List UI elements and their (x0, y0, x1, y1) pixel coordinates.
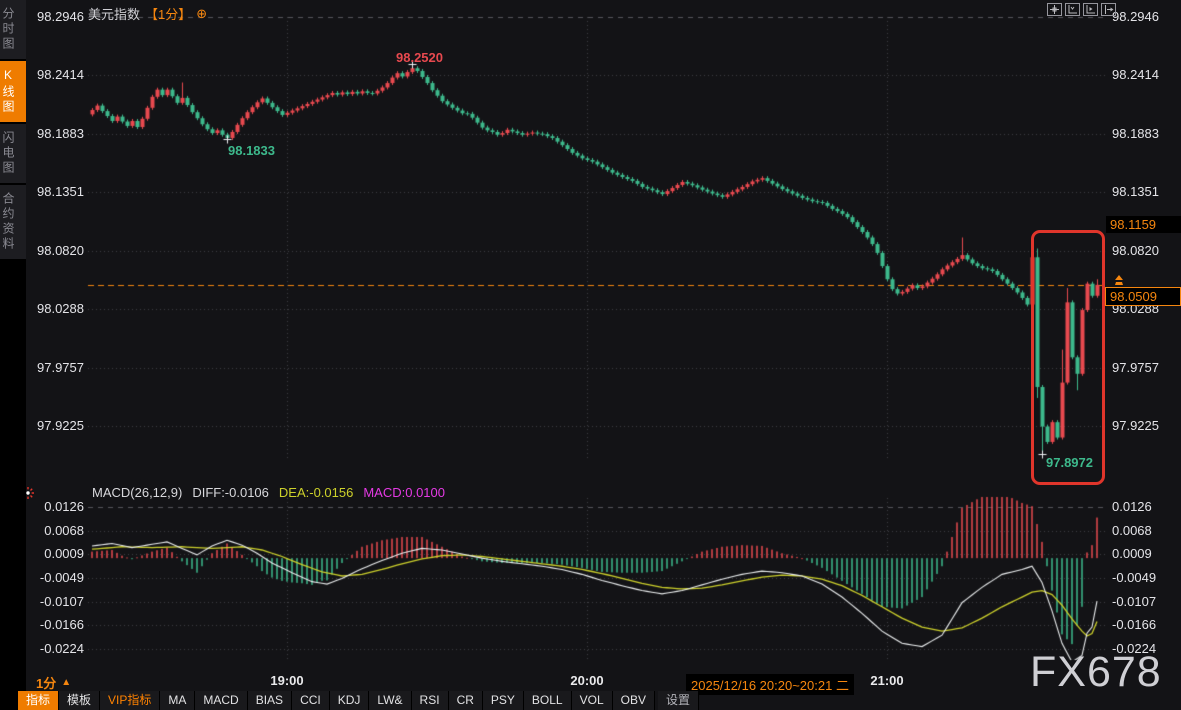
price-axis-label: 98.0820 (1112, 242, 1159, 258)
price-axis-label: 98.2946 (37, 9, 84, 24)
price-axis-label: 98.1883 (37, 125, 84, 141)
price-axis-label: 97.9757 (1112, 359, 1159, 375)
tab-bias[interactable]: BIAS (247, 691, 293, 710)
price-axis-label: 98.0288 (37, 301, 84, 317)
chart-header: 美元指数 【1分】 ⊕ (88, 4, 207, 23)
tab-boll[interactable]: BOLL (523, 691, 572, 710)
macd-axis-label: 0.0009 (1112, 546, 1152, 562)
macd-axis-label: -0.0049 (1112, 570, 1157, 585)
tab-obv[interactable]: OBV (612, 691, 655, 710)
time-label-21: 21:00 (870, 673, 904, 688)
high-price-annotation: 98.2520 (396, 50, 443, 65)
session-low-annotation: 97.8972 (1046, 455, 1093, 470)
sidebar-item-time-chart[interactable]: 分时图 (0, 0, 26, 59)
auto-scroll-icon[interactable] (1083, 3, 1098, 16)
tab-indicators[interactable]: 指标 (18, 691, 60, 710)
crosshair-icon[interactable] (1047, 3, 1062, 16)
highlight-box (1031, 230, 1105, 485)
y-axis-scale-icon[interactable] (1065, 3, 1080, 16)
sidebar-item-kline-chart[interactable]: K线图 (0, 61, 26, 122)
macd-axis-label: 0.0068 (1112, 522, 1152, 538)
pan-right-icon[interactable] (1101, 3, 1116, 16)
macd-axis-label: 0.0068 (44, 522, 84, 538)
macd-axis-label: 0.0126 (44, 499, 84, 514)
chart-type-sidebar: 分时图 K线图 闪电图 合约资料 (0, 0, 26, 710)
time-label-20: 20:00 (570, 673, 604, 688)
interval-label: 1分 (36, 676, 57, 691)
chart-tools (1047, 3, 1116, 16)
tab-macd[interactable]: MACD (195, 691, 248, 710)
macd-axis-label: -0.0107 (1112, 593, 1157, 609)
tab-templates[interactable]: 模板 (59, 691, 101, 710)
price-axis-label: 98.1351 (1112, 184, 1159, 200)
tab-vip-indicators[interactable]: VIP指标 (100, 691, 161, 710)
macd-axis-label: -0.0166 (1112, 617, 1157, 633)
price-axis-label: 98.1351 (37, 184, 84, 200)
price-axis-label: 98.2946 (1112, 9, 1159, 24)
interval-dropdown-icon: ▲ (61, 677, 72, 688)
macd-axis-label: -0.0166 (39, 617, 84, 633)
price-axis-label: 97.9225 (37, 418, 84, 433)
macd-bar-value: MACD:0.0100 (363, 485, 445, 500)
sidebar-item-contract-info[interactable]: 合约资料 (0, 185, 26, 259)
time-label-19: 19:00 (270, 673, 304, 688)
macd-params-label: MACD(26,12,9) (92, 485, 183, 500)
interval-selector[interactable]: 1分 ▲ (36, 673, 71, 692)
hovered-candle-date-chip: 2025/12/16 20:20~20:21 二 (686, 674, 854, 695)
price-axis-label: 98.0820 (37, 242, 84, 258)
macd-axis-label: -0.0224 (1112, 641, 1157, 656)
macd-axis-label: -0.0107 (39, 593, 84, 609)
macd-axis-label: 0.0009 (44, 546, 84, 562)
tab-cr[interactable]: CR (448, 691, 483, 710)
price-axis-label: 97.9757 (37, 359, 84, 375)
tab-settings[interactable]: 设置 (657, 691, 699, 710)
macd-axis-label: -0.0049 (39, 570, 84, 585)
tab-rsi[interactable]: RSI (411, 691, 449, 710)
macd-header: MACD(26,12,9) DIFF:-0.0106 DEA:-0.0156 M… (92, 485, 445, 500)
symbol-title: 美元指数 (88, 7, 141, 22)
macd-diff-value: DIFF:-0.0106 (192, 485, 269, 500)
add-indicator-icon[interactable]: ⊕ (196, 5, 208, 21)
price-up-arrow-icon (1113, 275, 1125, 286)
price-axis-label: 98.1883 (1112, 125, 1159, 141)
interval-tag: 【1分】 (145, 7, 192, 22)
macd-dea-value: DEA:-0.0156 (278, 485, 354, 500)
tab-vol[interactable]: VOL (571, 691, 613, 710)
tab-cci[interactable]: CCI (292, 691, 330, 710)
macd-axis-label: 0.0126 (1112, 499, 1152, 514)
price-axis-label: 98.2414 (1112, 67, 1159, 83)
tab-kdj[interactable]: KDJ (329, 691, 370, 710)
tab-psy[interactable]: PSY (482, 691, 524, 710)
watermark: FX678 (1030, 648, 1162, 696)
macd-axis-label: -0.0224 (39, 641, 84, 656)
current-price-chip: 98.0509 (1105, 287, 1181, 306)
indicator-toolbar: 指标 模板 VIP指标 MA MACD BIAS CCI KDJ LW& RSI… (18, 691, 699, 710)
price-axis-label: 98.2414 (37, 67, 84, 83)
boxed-high-price-chip: 98.1159 (1106, 216, 1181, 233)
low-price-annotation: 98.1833 (228, 143, 275, 158)
sidebar-item-lightning-chart[interactable]: 闪电图 (0, 124, 26, 183)
price-axis-label: 97.9225 (1112, 418, 1159, 433)
tab-ma[interactable]: MA (160, 691, 196, 710)
tab-lw[interactable]: LW& (369, 691, 412, 710)
